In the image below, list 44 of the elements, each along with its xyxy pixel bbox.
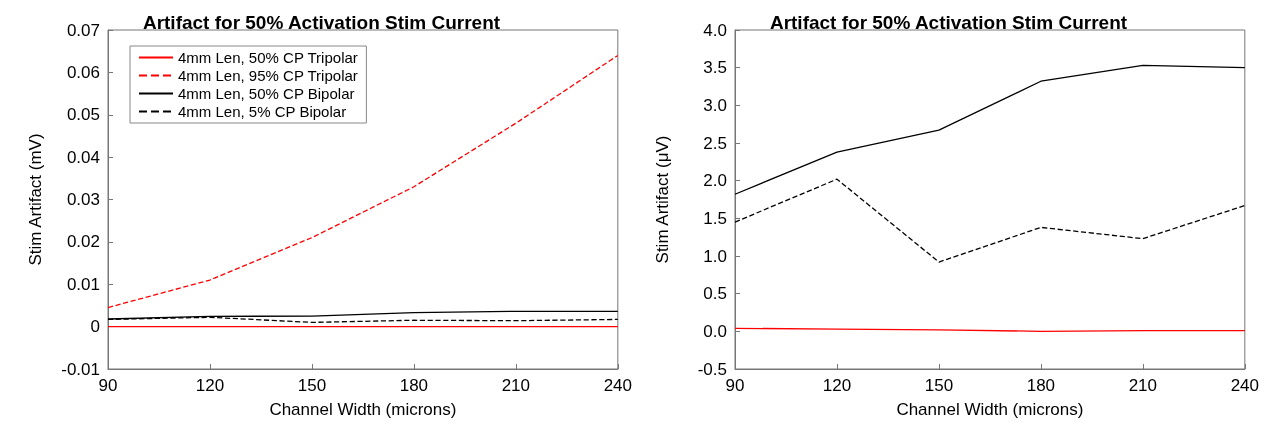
y-tick-label: 2.0: [703, 171, 727, 191]
legend-label: 4mm Len, 50% CP Bipolar: [178, 85, 355, 102]
x-tick-label: 180: [1026, 376, 1056, 395]
x-axis-title: Channel Width (microns): [896, 400, 1084, 419]
y-tick-label: 1.0: [703, 246, 727, 266]
y-tick-label: 1.5: [703, 208, 727, 228]
y-tick-label: 4.0: [703, 20, 727, 40]
x-tick-label: 120: [822, 376, 852, 395]
chart-title: Artifact for 50% Activation Stim Current: [769, 12, 1128, 33]
y-axis-title: Stim Artifact (μV): [653, 135, 672, 264]
y-tick-label: 2.5: [703, 133, 727, 153]
x-tick-label: 90: [98, 376, 118, 395]
line-series: [734, 64, 1246, 195]
x-tick-label: 150: [924, 376, 954, 395]
y-tick-label: 0.07: [66, 20, 100, 40]
y-tick-label: 0.5: [703, 284, 727, 304]
x-tick-label: 210: [501, 376, 531, 395]
legend-label: 4mm Len, 95% CP Tripolar: [178, 67, 358, 84]
y-tick-label: 0.05: [66, 105, 100, 125]
x-tick-label: 90: [725, 376, 745, 395]
y-tick-label: 0.0: [703, 321, 727, 341]
y-tick-label: 0.02: [66, 232, 100, 252]
x-tick-label: 150: [297, 376, 327, 395]
x-tick-label: 120: [195, 376, 225, 395]
x-tick-label: 180: [399, 376, 429, 395]
legend-label: 4mm Len, 50% CP Tripolar: [178, 49, 358, 66]
y-tick-label: 3.5: [703, 58, 727, 78]
y-tick-label: 0.01: [66, 274, 100, 294]
y-tick-label: 0.04: [66, 147, 100, 167]
x-tick-label: 240: [603, 376, 633, 395]
y-axis-title: Stim Artifact (mV): [26, 133, 45, 266]
chart-title: Artifact for 50% Activation Stim Current: [142, 12, 501, 33]
y-tick-label: 0: [90, 317, 100, 337]
y-tick-label: -0.01: [61, 359, 100, 379]
legend-label: 4mm Len, 5% CP Bipolar: [178, 103, 347, 120]
y-tick-label: 3.0: [703, 95, 727, 115]
y-tick-label: 0.06: [66, 62, 100, 82]
y-tick-label: 0.03: [66, 190, 100, 209]
x-tick-label: 240: [1230, 376, 1260, 395]
x-tick-label: 210: [1128, 376, 1158, 395]
line-series: [107, 54, 619, 309]
line-series: [734, 178, 1246, 263]
x-axis-title: Channel Width (microns): [269, 400, 457, 419]
y-tick-label: -0.5: [697, 359, 727, 379]
